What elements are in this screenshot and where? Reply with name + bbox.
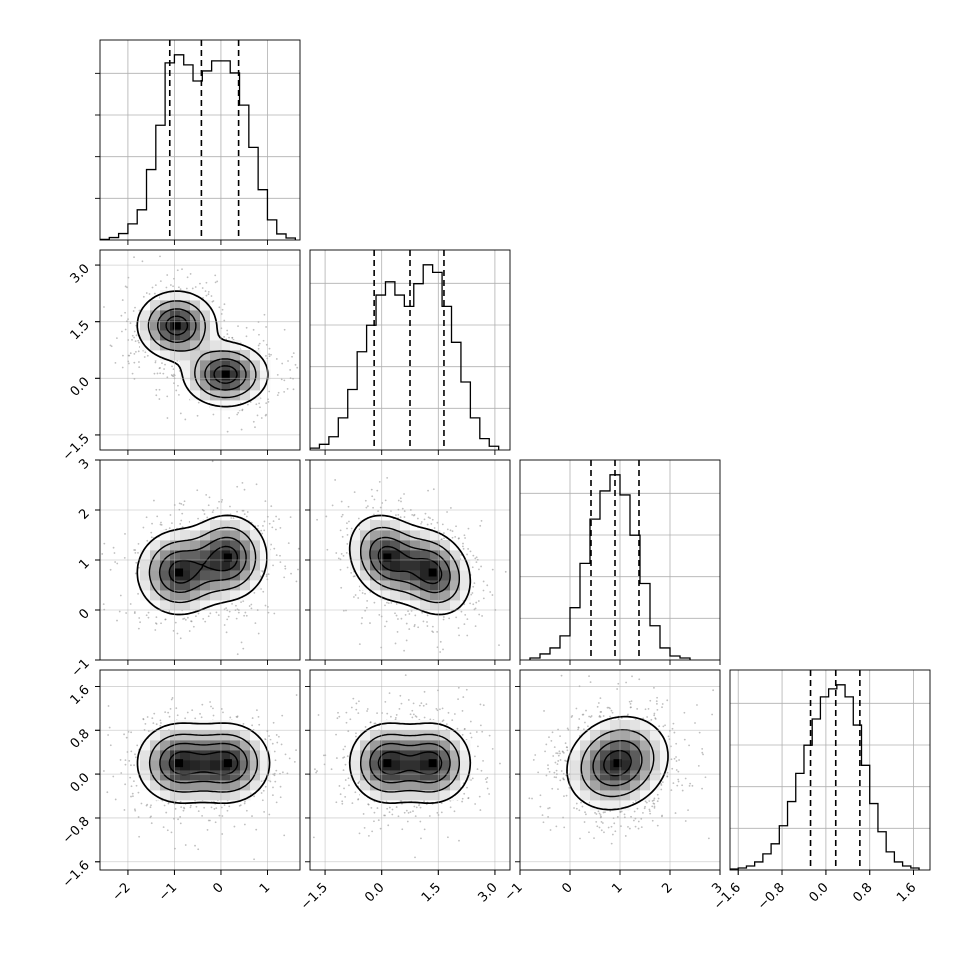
histogram-bars xyxy=(730,684,920,870)
y-tick-label: 1.5 xyxy=(68,318,93,343)
density-panel-p0-p3 xyxy=(95,669,301,875)
histogram-bars xyxy=(310,264,500,450)
density-peak xyxy=(175,759,184,768)
histogram-panel-p0 xyxy=(95,39,301,245)
histogram-panel-p1 xyxy=(309,249,511,455)
x-tick-label: 0 xyxy=(559,880,575,896)
y-tick-label: 0 xyxy=(76,606,92,622)
density-peak xyxy=(223,553,232,562)
x-tick-label: −0.8 xyxy=(755,880,788,913)
contour-line xyxy=(592,740,643,787)
contour-line xyxy=(158,536,247,593)
density-panel-p2-p3 xyxy=(515,669,721,875)
density-panel-p0-p2 xyxy=(95,459,301,665)
contour-line xyxy=(580,729,655,798)
y-tick-label: 1.6 xyxy=(68,683,93,708)
density-peak xyxy=(613,759,622,768)
x-tick-label: 0.0 xyxy=(806,880,831,905)
contour-line xyxy=(159,742,248,784)
y-tick-label: 0.0 xyxy=(68,770,93,795)
x-tick-label: −2 xyxy=(110,880,134,904)
y-tick-label: 3.0 xyxy=(68,261,93,286)
density-cells xyxy=(350,510,471,621)
histogram-panel-p3 xyxy=(729,669,931,875)
x-tick-label: 0.0 xyxy=(362,880,387,905)
x-tick-label: 2 xyxy=(659,880,675,896)
density-peak xyxy=(383,759,392,768)
y-tick-label: −1.5 xyxy=(60,431,93,464)
contour-line xyxy=(168,545,239,584)
panel-frame xyxy=(309,249,511,451)
x-tick-label: 1 xyxy=(609,880,625,896)
density-panel-p1-p3 xyxy=(305,669,511,875)
y-tick-label: −0.8 xyxy=(60,814,93,847)
y-tick-label: −1.6 xyxy=(60,858,93,891)
density-peak xyxy=(221,370,230,379)
x-tick-label: 3.0 xyxy=(475,880,500,905)
density-peak xyxy=(175,568,184,577)
contour-line xyxy=(369,742,451,784)
panel-frame xyxy=(729,669,931,871)
contour-line xyxy=(136,290,269,408)
x-tick-label: 1.6 xyxy=(894,880,919,905)
density-peak xyxy=(383,553,392,562)
y-tick-label: 0.8 xyxy=(68,726,93,751)
contour-line xyxy=(360,733,460,793)
density-cells xyxy=(350,720,471,801)
density-peak xyxy=(428,759,437,768)
x-tick-label: −1 xyxy=(156,880,180,904)
contour-line xyxy=(360,526,460,604)
contour-line xyxy=(348,514,472,616)
histogram-bars xyxy=(100,54,296,240)
contour-line xyxy=(369,536,451,594)
density-panel-p1-p2 xyxy=(305,459,511,665)
density-panel-p0-p1 xyxy=(95,249,301,455)
density-cells xyxy=(570,720,671,811)
contour-line xyxy=(157,308,247,391)
density-peak xyxy=(428,568,437,577)
y-tick-label: 0.0 xyxy=(68,375,93,400)
density-peak xyxy=(223,759,232,768)
y-tick-label: 1 xyxy=(76,556,92,572)
panel-frame xyxy=(99,39,301,241)
x-tick-label: −1.5 xyxy=(298,880,331,913)
y-tick-label: 2 xyxy=(76,506,92,522)
panel-frame xyxy=(309,669,511,871)
y-tick-label: 3 xyxy=(76,456,92,472)
y-tick-label: −1 xyxy=(69,656,93,680)
contour-line xyxy=(148,526,257,604)
x-tick-label: 1.5 xyxy=(419,880,444,905)
histogram-panel-p2 xyxy=(519,459,721,665)
contour-line xyxy=(377,545,443,585)
x-tick-label: 0 xyxy=(210,880,226,896)
contour-line xyxy=(136,514,268,616)
histogram-bars xyxy=(529,474,691,660)
contour-line xyxy=(147,300,257,399)
panel-frame xyxy=(99,669,301,871)
x-tick-label: 1 xyxy=(257,880,273,896)
panel-frame xyxy=(99,249,301,451)
density-peak xyxy=(172,321,181,330)
contour-line xyxy=(148,733,258,793)
x-tick-label: 0.8 xyxy=(850,880,875,905)
x-tick-label: −1 xyxy=(502,880,526,904)
